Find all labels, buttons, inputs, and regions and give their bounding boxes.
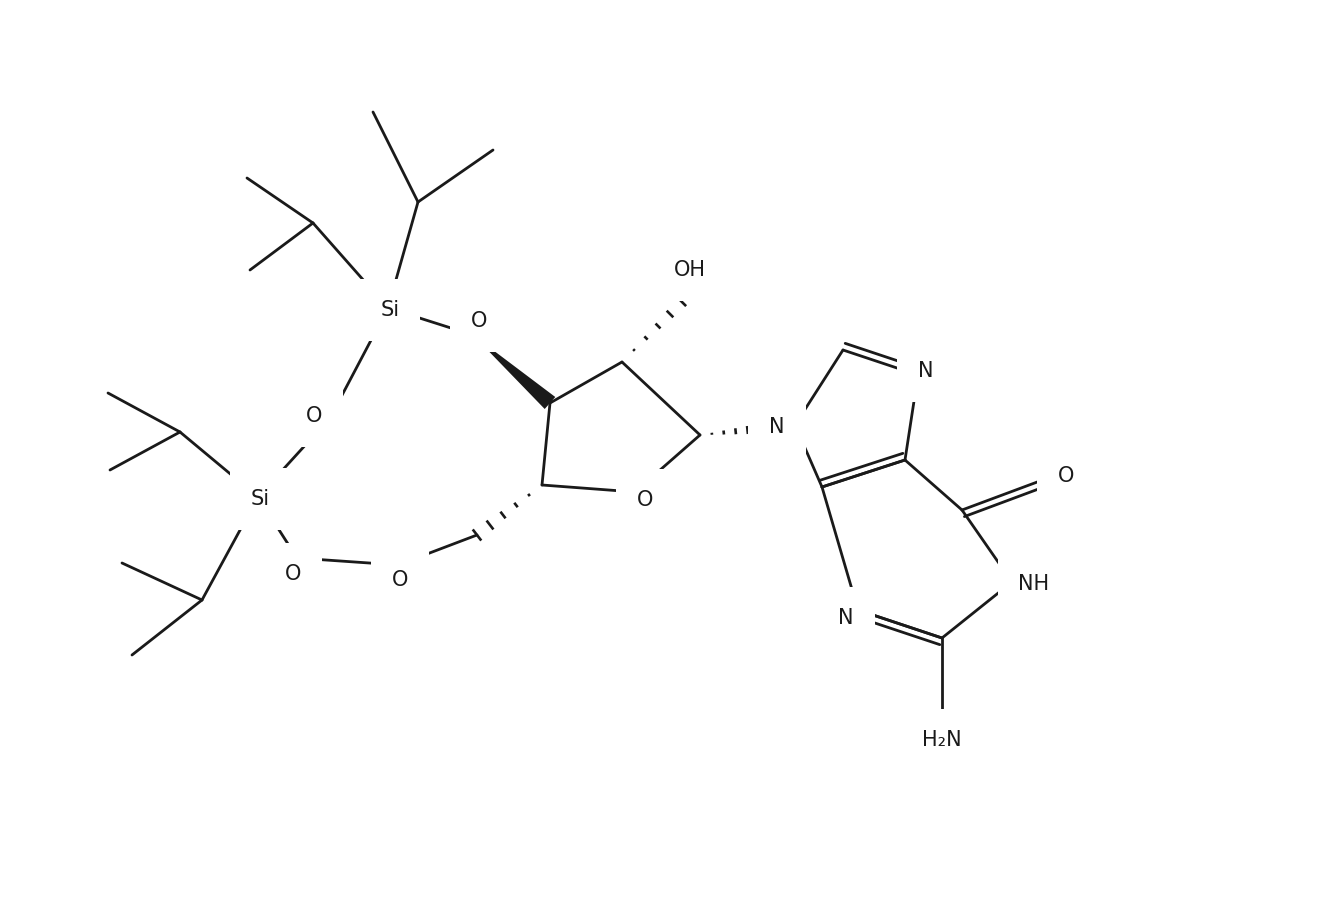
Text: N: N (918, 361, 934, 381)
Text: NH: NH (1019, 574, 1050, 594)
Text: Si: Si (381, 300, 400, 320)
Text: O: O (637, 490, 653, 510)
Text: O: O (306, 406, 322, 426)
Text: O: O (392, 570, 408, 590)
Polygon shape (473, 335, 555, 409)
Text: O: O (470, 311, 488, 331)
Text: Si: Si (250, 489, 269, 509)
Text: N: N (838, 608, 854, 628)
Text: N: N (770, 417, 785, 437)
Text: OH: OH (674, 260, 706, 280)
Text: O: O (285, 564, 301, 584)
Text: H₂N: H₂N (922, 730, 962, 750)
Text: O: O (1058, 466, 1074, 486)
